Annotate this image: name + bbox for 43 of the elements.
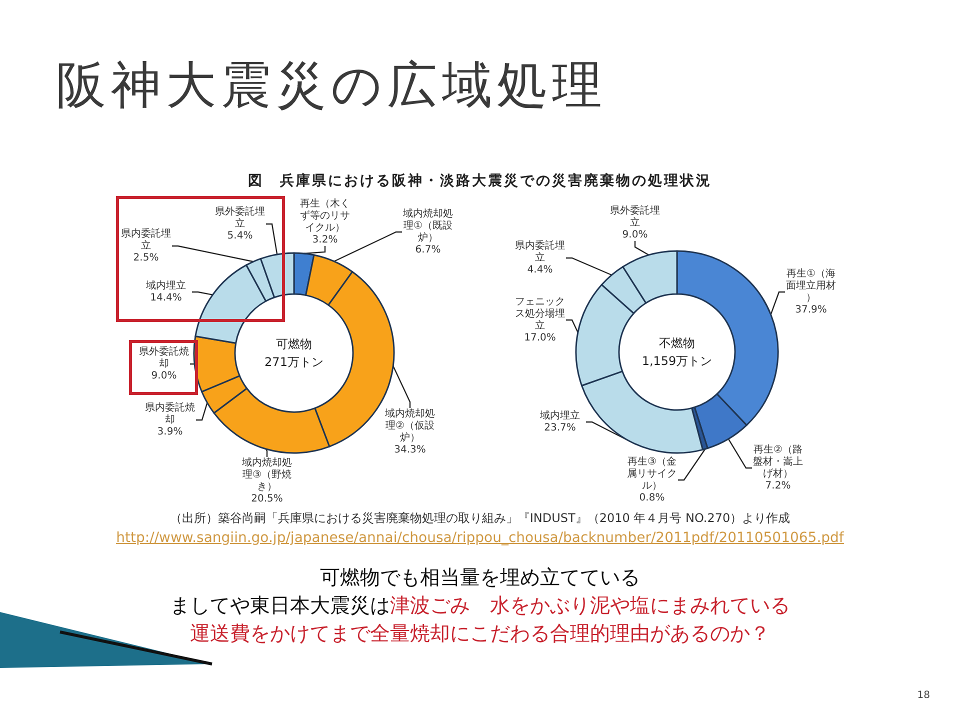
chart-subtitle: 図 兵庫県における阪神・淡路大震災での災害廃棄物の処理状況	[248, 172, 712, 190]
data-label: 7.2%	[765, 480, 791, 492]
data-label: 3.9%	[157, 426, 183, 438]
slice-label: 域内焼却処理②（仮設炉）	[384, 408, 435, 444]
data-label: 6.7%	[415, 244, 441, 256]
data-label: 23.7%	[544, 422, 576, 434]
slice-label: 再生（木くず等のリサイクル）	[300, 198, 350, 234]
text: （出所）築谷尚嗣「兵庫県における災害廃棄物処理の取り組み」『INDUST』（2010 年４月号 NO.270）より作成	[170, 511, 790, 525]
data-label: 4.4%	[527, 264, 553, 276]
data-label: 2.5%	[133, 252, 159, 264]
data-label: 14.4%	[150, 292, 182, 304]
text: 18	[917, 690, 930, 701]
slice-label: 域内焼却処理①（既設炉）	[402, 208, 453, 244]
data-label: 9.0%	[622, 230, 648, 240]
data-label: 0.8%	[639, 492, 665, 504]
slice-label: 県外委託埋立	[215, 206, 265, 230]
slice-label: 域内埋立	[145, 280, 186, 292]
text: ましてや東日本大震災は	[170, 593, 390, 617]
text: 可燃物 271万トン	[264, 337, 324, 369]
slice-label: 再生①（海面埋立用材）	[786, 268, 836, 304]
slice-label: 県外委託埋立	[610, 204, 660, 228]
slice-label: 再生③（金属リサイクル）	[627, 456, 677, 492]
data-label: 37.9%	[795, 304, 827, 316]
text: 不燃物 1,159万トン	[642, 336, 712, 368]
text: 可燃物でも相当量を埋め立てている	[320, 565, 640, 589]
slice-label: フェニックス処分場埋立	[515, 296, 565, 332]
text: 津波ごみ 水をかぶり泥や塩にまみれている	[390, 593, 790, 617]
data-label: 17.0%	[524, 332, 556, 344]
text: http://www.sangiin.go.jp/japanese/annai/chousa/rippou_chousa/backnumber/2011pdf/20110501065.pdf	[116, 530, 844, 546]
data-label: 20.5%	[251, 494, 283, 504]
text: 運送費をかけてまで全量焼却にこだわる合理的理由があるのか？	[190, 621, 770, 645]
slice-label: 再生②（路盤材・嵩上げ材）	[753, 444, 803, 480]
slice-label: 県内委託焼却	[145, 402, 195, 426]
data-label: 9.0%	[151, 370, 177, 382]
data-label: 5.4%	[227, 230, 253, 242]
data-label: 34.3%	[394, 444, 426, 456]
slice-label: 域内埋立	[539, 410, 580, 422]
chart-title: 阪神大震災の広域処理	[56, 55, 607, 116]
slice-label: 域内焼却処理③（野焼き）	[241, 456, 292, 492]
data-label: 3.2%	[312, 234, 338, 246]
slice-label: 県外委託焼却	[139, 346, 189, 370]
slice-label: 県内委託埋立	[515, 240, 565, 264]
slice-label: 県内委託埋立	[121, 228, 171, 252]
